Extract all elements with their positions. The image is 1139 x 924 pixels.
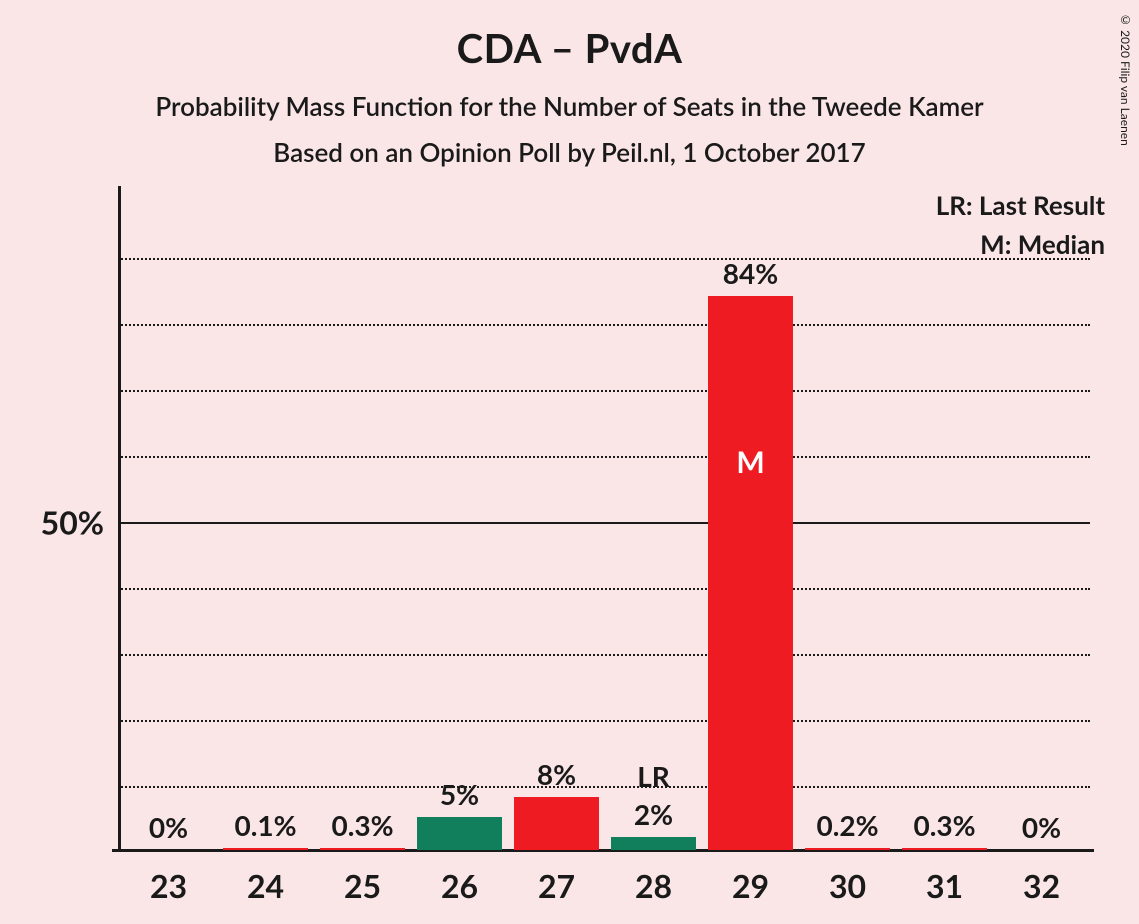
bar: 0.3%	[320, 848, 405, 850]
x-axis-tick-label: 27	[538, 866, 575, 905]
bar-value-label: 84%	[723, 256, 778, 290]
x-axis-tick-label: 31	[926, 866, 963, 905]
bars-group: 0% 0.1% 0.3% 5% 8% 2% LR 84% M 0.2% 0.3% 0%	[118, 192, 1090, 852]
x-axis-tick-label: 30	[829, 866, 866, 905]
x-axis-tick-label: 26	[441, 866, 478, 905]
x-axis-tick-label: 29	[732, 866, 769, 905]
bar-slot: 0%	[993, 190, 1090, 850]
copyright: © 2020 Filip van Laenen	[1118, 12, 1133, 146]
bar-value-label: 0.3%	[913, 808, 975, 842]
bar-annotation-median: M	[736, 444, 764, 480]
bar-slot: 0%	[120, 190, 217, 850]
bar-value-label: 0%	[149, 810, 188, 844]
chart-subtitle-2: Based on an Opinion Poll by Peil.nl, 1 O…	[0, 136, 1139, 168]
bar-slot: 2% LR	[605, 190, 702, 850]
bar-slot: 0.2%	[799, 190, 896, 850]
chart-container: CDA – PvdA Probability Mass Function for…	[0, 0, 1139, 924]
bar-value-label: 0.2%	[816, 808, 878, 842]
x-axis-tick-label: 23	[150, 866, 187, 905]
bar: 5%	[417, 817, 502, 850]
bar: 2%LR	[611, 837, 696, 850]
bar-slot: 84% M	[702, 190, 799, 850]
chart-title: CDA – PvdA	[0, 0, 1139, 72]
bar: 0.2%	[805, 848, 890, 850]
bar-slot: 8%	[508, 190, 605, 850]
bar: 84%M	[708, 296, 793, 850]
bar-slot: 0.3%	[314, 190, 411, 850]
bar-value-label: 8%	[537, 757, 576, 791]
bar-slot: 5%	[411, 190, 508, 850]
bar-value-label: 0%	[1022, 810, 1061, 844]
bar-value-label: 2%	[634, 797, 673, 831]
bar: 8%	[514, 797, 599, 850]
bar-slot: 0.1%	[217, 190, 314, 850]
x-axis-tick-label: 32	[1023, 866, 1060, 905]
x-axis-tick-label: 25	[344, 866, 381, 905]
bar-annotation-lr: LR	[637, 759, 670, 793]
bar-slot: 0.3%	[896, 190, 993, 850]
chart-subtitle-1: Probability Mass Function for the Number…	[0, 90, 1139, 122]
bar-value-label: 0.1%	[234, 808, 296, 842]
bar: 0.3%	[902, 848, 987, 850]
x-axis-tick-label: 24	[247, 866, 284, 905]
bar: 0.1%	[223, 848, 308, 850]
x-axis-tick-label: 28	[635, 866, 672, 905]
y-axis-tick-label: 50%	[41, 503, 104, 542]
bar-value-label: 5%	[440, 777, 479, 811]
bar-value-label: 0.3%	[331, 808, 393, 842]
plot-area: 0%0.1%0.3%5%8%2%LR84%M0.2%0.3%0% 2324252…	[118, 192, 1118, 852]
